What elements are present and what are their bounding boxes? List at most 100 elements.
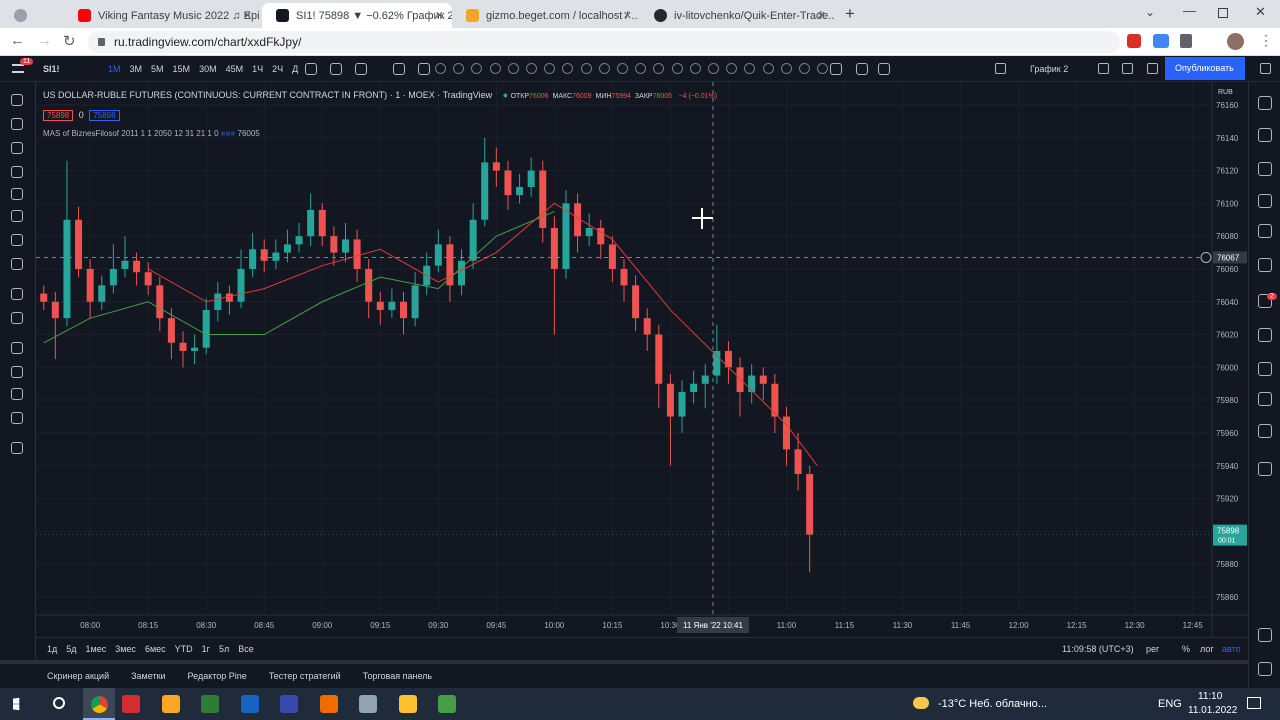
interval-button[interactable]: Д (292, 64, 299, 74)
toolbar-icon[interactable] (471, 63, 483, 74)
tab[interactable] (0, 3, 36, 28)
toolbar-icon[interactable] (708, 63, 719, 74)
panel-tab[interactable]: Торговая панель (362, 671, 433, 681)
session[interactable]: рег (1146, 644, 1160, 654)
widget-icon[interactable] (1258, 462, 1272, 476)
menu-icon[interactable] (12, 64, 24, 73)
widget-icon[interactable] (1258, 194, 1272, 208)
toolbar-icon[interactable] (330, 63, 342, 75)
range-button[interactable]: 1г (201, 644, 210, 654)
toolbar-icon[interactable] (1122, 63, 1133, 74)
toolbar-icon[interactable] (671, 63, 683, 74)
extension[interactable] (1153, 34, 1169, 48)
tab-close[interactable]: ✕ (622, 10, 632, 22)
interval-button[interactable]: 45M (225, 64, 244, 74)
tool-icon[interactable] (11, 442, 23, 454)
range-button[interactable]: 1д (47, 644, 58, 654)
widget-icon[interactable] (1258, 224, 1272, 238)
widget-icon[interactable] (1258, 96, 1272, 110)
toolbar-icon[interactable] (762, 63, 774, 74)
toolbar-icon[interactable] (1147, 63, 1158, 74)
toolbar-icon[interactable] (393, 63, 405, 75)
toolbar-icon[interactable] (435, 63, 446, 74)
layout-name[interactable]: График 2 (1030, 64, 1069, 74)
tool-icon[interactable] (11, 142, 23, 154)
panel-tab[interactable]: Редактор Pine (187, 671, 247, 681)
tool-icon[interactable] (11, 312, 23, 324)
range-button[interactable]: 3мес (115, 644, 136, 654)
app-icon[interactable] (359, 695, 377, 713)
back[interactable]: ← (10, 32, 25, 49)
menu[interactable]: ⋮ (1259, 32, 1273, 48)
omnibox[interactable]: ru.tradingview.com/chart/xxdFkJpy/ (88, 31, 1120, 53)
app-icon[interactable] (398, 695, 417, 713)
tool-icon[interactable] (11, 342, 23, 354)
toolbar-icon[interactable] (305, 63, 317, 75)
panel-tab[interactable]: Тестер стратегий (268, 671, 341, 681)
tab-close[interactable]: ✕ (242, 10, 252, 22)
interval-button[interactable]: 1Ч (252, 64, 264, 74)
app-icon[interactable] (122, 695, 140, 713)
minimize[interactable]: — (1183, 3, 1196, 18)
interval-button[interactable]: 30M (199, 64, 217, 74)
widget-icon[interactable] (1258, 362, 1272, 376)
toolbar-icon[interactable] (507, 63, 519, 74)
symbol[interactable]: SI1! (43, 64, 60, 74)
interval-button[interactable]: 15M (172, 64, 191, 74)
panel-tab[interactable]: Скринер акций (47, 671, 110, 681)
chrome-icon[interactable] (91, 696, 108, 713)
auto-toggle[interactable]: авто (1222, 644, 1241, 654)
tool-icon[interactable] (11, 366, 23, 378)
range-button[interactable]: 5д (66, 644, 77, 654)
widget-icon[interactable] (1258, 294, 1272, 308)
tool-icon[interactable] (11, 166, 23, 178)
tab[interactable]: iv-litovchenko/Quik-Enter-Trade.. ✕ (640, 3, 834, 28)
tool-icon[interactable] (11, 258, 23, 270)
toolbar-icon[interactable] (726, 63, 738, 74)
toolbar-icon[interactable] (995, 63, 1006, 74)
toolbar-icon[interactable] (598, 63, 610, 74)
tool-icon[interactable] (11, 234, 23, 246)
toolbar-icon[interactable] (1098, 63, 1109, 74)
reload[interactable]: ↻ (63, 33, 76, 50)
notifications[interactable] (1247, 697, 1261, 709)
tool-icon[interactable] (11, 118, 23, 130)
toolbar-icon[interactable] (562, 63, 574, 74)
toolbar-icon[interactable] (689, 63, 701, 74)
maximize[interactable] (1218, 8, 1228, 18)
search-icon[interactable] (53, 697, 65, 709)
toolbar-icon[interactable] (418, 63, 430, 75)
toolbar-icon[interactable] (817, 63, 829, 74)
widget-icon[interactable] (1258, 258, 1272, 272)
extension[interactable] (1127, 34, 1141, 48)
publish-button[interactable]: Опубликовать (1165, 57, 1245, 80)
close-window[interactable]: ✕ (1255, 4, 1266, 19)
widget-icon[interactable] (1258, 628, 1272, 642)
tab-close[interactable]: ✕ (434, 10, 444, 22)
bid[interactable]: 75898 (43, 110, 74, 121)
widget-icon[interactable] (1258, 128, 1272, 142)
percent-toggle[interactable]: % (1182, 644, 1191, 654)
toolbar-icon[interactable] (489, 63, 501, 74)
widget-icon[interactable] (1258, 424, 1272, 438)
widget-icon[interactable] (1258, 662, 1272, 676)
range-button[interactable]: 6мес (144, 644, 166, 654)
toolbar-icon[interactable] (653, 63, 665, 74)
tab[interactable]: Viking Fantasy Music 2022 ♫ Epi.. ✕ (40, 3, 260, 28)
widget-icon[interactable] (1258, 392, 1272, 406)
interval-button[interactable]: 5M (151, 64, 164, 74)
tool-icon[interactable] (11, 412, 23, 424)
panel-tab[interactable]: Заметки (131, 671, 166, 681)
start-button[interactable] (13, 697, 20, 711)
interval-button[interactable]: 2Ч (272, 64, 284, 74)
tab[interactable]: gizmo.beget.com / localhost / .. ✕ (452, 3, 640, 28)
toolbar-icon[interactable] (544, 63, 556, 74)
clock-date[interactable]: 11.01.2022 (1188, 705, 1238, 716)
toolbar-icon[interactable] (355, 63, 367, 75)
language[interactable]: ENG (1158, 698, 1182, 710)
range-button[interactable]: 1мес (85, 644, 107, 654)
toolbar-icon[interactable] (799, 63, 810, 74)
new-tab[interactable]: + (845, 4, 855, 23)
tool-icon[interactable] (11, 210, 23, 222)
toolbar-icon[interactable] (878, 63, 890, 75)
